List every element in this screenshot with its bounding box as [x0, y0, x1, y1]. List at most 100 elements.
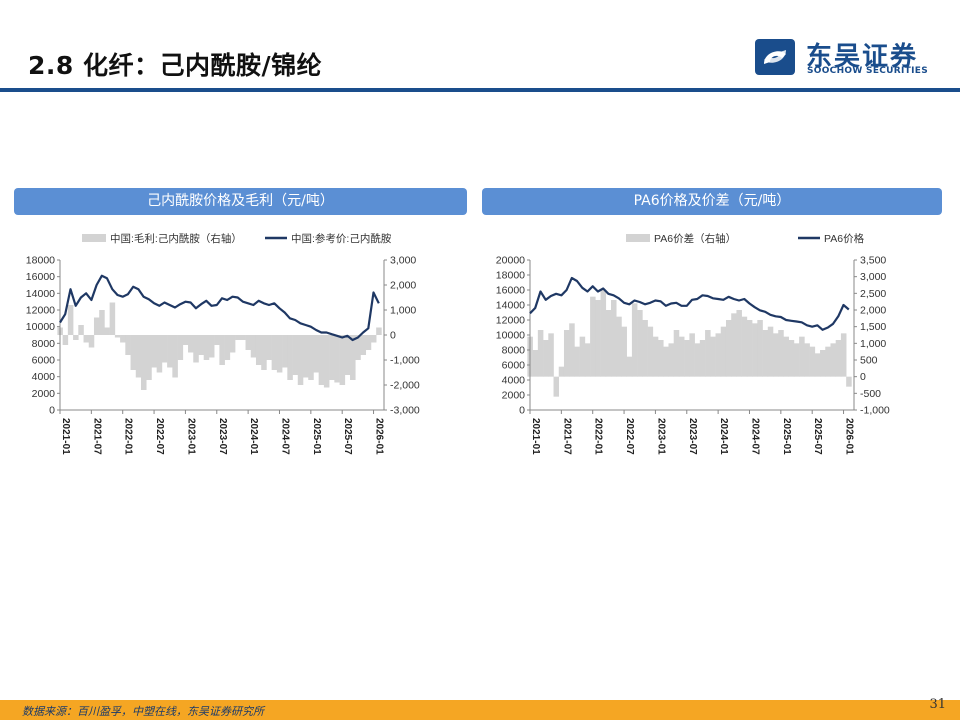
area-bar	[830, 343, 837, 377]
area-bar	[78, 325, 84, 335]
left-tick-label: 10000	[496, 330, 525, 342]
area-bar	[114, 335, 121, 338]
area-bar	[595, 300, 601, 377]
series-area	[527, 290, 852, 397]
area-bar	[93, 317, 100, 335]
area-bar	[736, 310, 742, 377]
area-bar	[167, 335, 173, 368]
x-tick-label: 2023-07	[687, 418, 698, 455]
area-bar	[224, 335, 231, 360]
area-bar	[694, 343, 701, 377]
area-bar	[678, 336, 685, 377]
x-tick-label: 2024-01	[718, 418, 729, 455]
area-bar	[161, 335, 168, 363]
area-bar	[809, 346, 816, 377]
area-bar	[548, 333, 554, 377]
area-bar	[616, 316, 622, 377]
x-tick-label: 2026-01	[844, 418, 855, 455]
area-bar	[563, 330, 570, 377]
area-bar	[303, 335, 309, 378]
left-tick-label: 8000	[32, 338, 56, 350]
logo-name-en: SOOCHOW SECURITIES	[807, 66, 928, 76]
left-tick-label: 16000	[26, 271, 55, 283]
area-bar	[584, 343, 591, 377]
area-bar	[611, 300, 617, 377]
area-bar	[146, 335, 152, 380]
area-bar	[731, 313, 737, 377]
right-tick-label: 1,000	[390, 305, 416, 317]
left-tick-label: 20000	[496, 255, 525, 267]
area-bar	[104, 327, 110, 335]
x-tick-label: 2025-01	[311, 418, 322, 455]
area-bar	[83, 335, 90, 343]
legend-swatch-area	[626, 234, 650, 242]
area-bar	[308, 335, 314, 380]
area-bar	[219, 335, 225, 365]
company-logo: 东吴证券 SOOCHOW SECURITIES	[754, 38, 944, 78]
area-bar	[569, 323, 575, 377]
legend: 中国:毛利:己内酰胺（右轴） 中国:参考价:己内酰胺	[82, 232, 392, 245]
x-tick-label: 2022-07	[154, 418, 165, 455]
series-line	[529, 276, 850, 331]
area-bar	[715, 333, 722, 377]
area-bar	[67, 305, 74, 335]
right-tick-label: 2,000	[860, 305, 886, 317]
right-tick-label: -1,000	[860, 405, 890, 417]
x-tick-label: 2023-01	[185, 418, 196, 455]
x-tick-label: 2021-01	[60, 418, 71, 455]
x-tick-label: 2024-07	[749, 418, 760, 455]
area-bar	[804, 343, 810, 377]
area-bar	[773, 333, 779, 377]
left-tick-label: 6000	[502, 360, 526, 372]
left-tick-label: 2000	[502, 390, 526, 402]
area-bar	[297, 335, 304, 385]
area-bar	[705, 330, 711, 377]
left-tick-label: 2000	[32, 388, 56, 400]
area-bar	[193, 335, 199, 363]
left-tick-label: 16000	[496, 285, 525, 297]
right-tick-label: -1,000	[390, 355, 420, 367]
left-tick-label: 18000	[496, 270, 525, 282]
left-tick-label: 4000	[502, 375, 526, 387]
x-tick-label: 2025-01	[781, 418, 792, 455]
area-bar	[198, 335, 205, 355]
area-bar	[276, 335, 283, 373]
area-bar	[292, 335, 299, 375]
area-bar	[344, 335, 351, 375]
left-tick-label: 6000	[32, 355, 56, 367]
area-bar	[553, 376, 560, 397]
area-bar	[673, 330, 680, 377]
footer-bar	[0, 700, 960, 720]
area-bar	[365, 335, 372, 350]
area-bar	[835, 340, 842, 377]
area-bar	[182, 335, 189, 345]
x-tick-label: 2023-01	[655, 418, 666, 455]
left-tick-label: 12000	[26, 305, 55, 317]
left-tick-label: 0	[49, 405, 55, 417]
area-bar	[360, 335, 367, 355]
left-tick-label: 0	[519, 405, 525, 417]
area-bar	[73, 335, 79, 340]
area-bar	[250, 335, 257, 358]
chart1-header: 己内酰胺价格及毛利（元/吨）	[14, 188, 467, 215]
area-bar	[323, 335, 330, 388]
area-bar	[287, 335, 293, 380]
left-tick-label: 14000	[26, 288, 55, 300]
chart2-header: PA6价格及价差（元/吨）	[482, 188, 942, 215]
area-bar	[725, 320, 732, 377]
right-tick-label: 3,000	[390, 255, 416, 267]
right-tick-label: -3,000	[390, 405, 420, 417]
area-bar	[62, 335, 69, 345]
area-bar	[537, 330, 544, 377]
legend-label-area: 中国:毛利:己内酰胺（右轴）	[110, 232, 242, 245]
area-bar	[532, 350, 539, 377]
x-tick-label: 2025-07	[812, 418, 823, 455]
x-tick-label: 2024-01	[248, 418, 259, 455]
legend-swatch-area	[82, 234, 106, 242]
area-bar	[255, 335, 262, 365]
area-bar	[172, 335, 178, 378]
legend: PA6价差（右轴） PA6价格	[626, 232, 865, 245]
area-bar	[245, 335, 252, 350]
left-tick-label: 12000	[496, 315, 525, 327]
right-tick-label: 1,500	[860, 321, 886, 333]
